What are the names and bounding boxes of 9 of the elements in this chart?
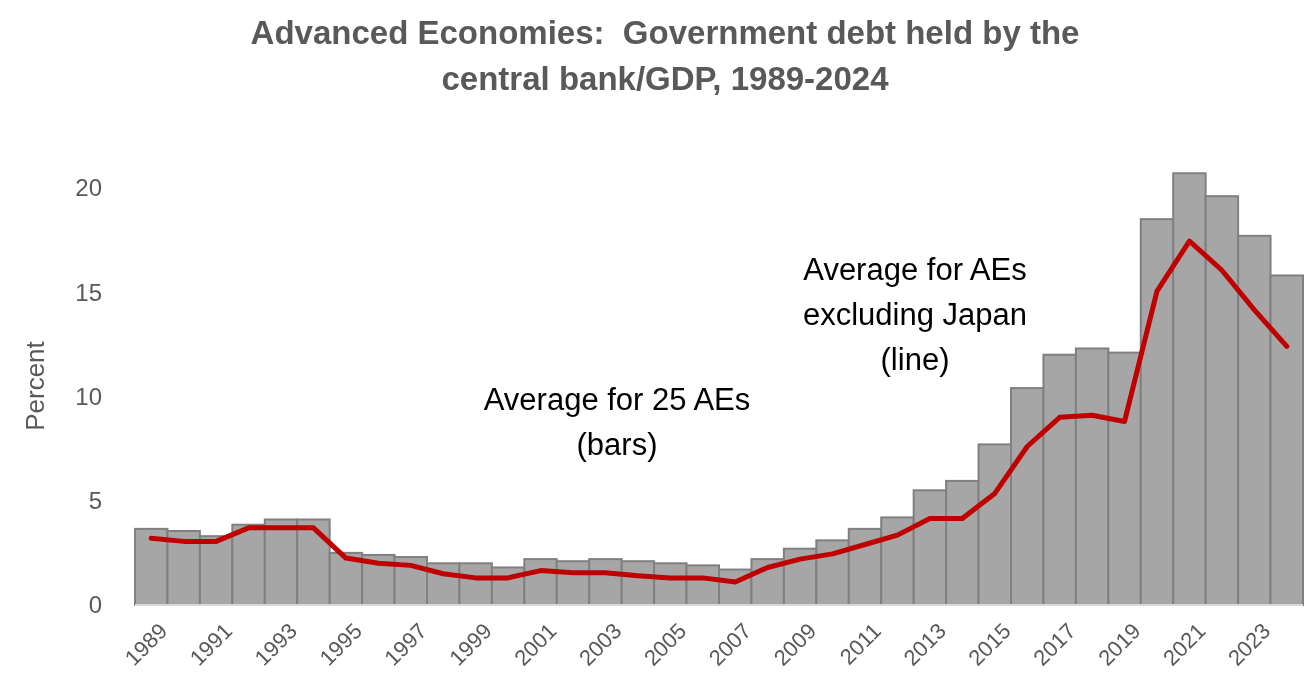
y-tick-label: 15: [75, 278, 102, 306]
chart-title: Advanced Economies: Government debt held by the central bank/GDP, 1989-2024: [250, 14, 1080, 97]
y-axis-title: Percent: [20, 340, 50, 431]
y-tick-label: 5: [88, 487, 102, 515]
annotation: Average for AEs excluding Japan (line): [802, 252, 1028, 377]
y-tick-label: 10: [75, 382, 102, 410]
y-tick-label: 20: [75, 174, 102, 202]
annotation: Average for 25 AEs (bars): [483, 382, 751, 462]
y-tick-label: 0: [88, 591, 102, 619]
